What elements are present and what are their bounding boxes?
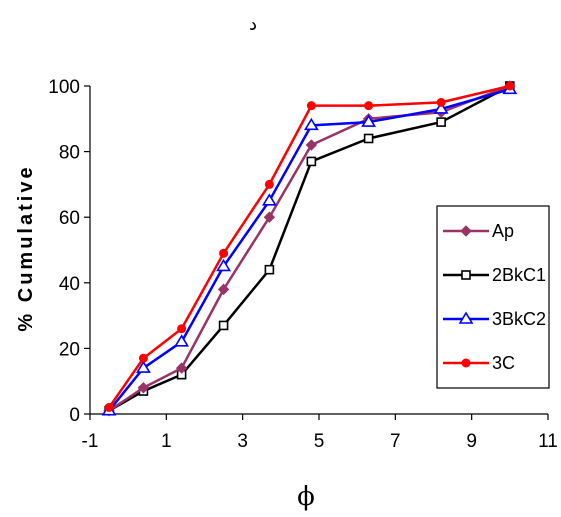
legend-box — [436, 205, 550, 389]
data-point — [305, 139, 318, 151]
y-tick-label: 0 — [69, 405, 80, 426]
legend-label: 2BkC1 — [492, 265, 546, 285]
data-point — [137, 382, 150, 394]
data-point — [219, 248, 229, 258]
data-point — [177, 324, 187, 334]
y-tick-label: 60 — [59, 208, 80, 229]
data-point — [218, 320, 229, 331]
y-tick-label: 80 — [59, 143, 80, 164]
legend-marker — [461, 358, 471, 368]
legend-label: 3BkC2 — [492, 309, 546, 329]
chart-title: د — [249, 14, 257, 35]
legend-marker — [461, 270, 471, 280]
data-point — [264, 179, 274, 189]
data-point — [433, 101, 449, 114]
x-tick-label: 3 — [237, 431, 248, 452]
legend-item: 3BkC2 — [443, 309, 546, 329]
x-tick-label: 1 — [161, 431, 172, 452]
data-point — [136, 360, 151, 373]
legend-item: Ap — [443, 221, 514, 241]
data-point — [104, 402, 114, 412]
series-3c — [104, 81, 515, 412]
data-point — [217, 283, 230, 296]
data-point — [364, 101, 374, 111]
y-tick-label: 40 — [59, 274, 80, 295]
legend-marker — [460, 225, 472, 237]
x-tick-label: -1 — [82, 431, 99, 452]
data-point — [175, 362, 188, 374]
data-point — [306, 101, 316, 111]
legend-marker — [458, 311, 474, 324]
data-point — [361, 114, 377, 127]
data-point — [174, 334, 190, 347]
data-point — [436, 117, 446, 127]
data-point — [505, 81, 515, 91]
data-point — [263, 211, 276, 223]
y-axis-label: % Cumulative — [15, 164, 37, 331]
data-point — [306, 156, 317, 167]
y-tick-label: 20 — [59, 339, 80, 360]
y-tick-label: 100 — [48, 77, 80, 98]
data-point — [303, 117, 319, 131]
y-axis: 0 20 40 60 80 100 — [48, 77, 91, 426]
data-point — [261, 193, 277, 206]
x-tick-label: 11 — [538, 431, 558, 452]
data-point — [363, 133, 374, 144]
data-point — [216, 258, 231, 272]
legend-label: Ap — [492, 221, 514, 241]
series-group — [101, 80, 518, 417]
data-point — [436, 97, 446, 107]
legend-item: 2BkC1 — [443, 265, 546, 285]
x-tick-label: 7 — [390, 431, 401, 452]
legend-item: 3C — [443, 353, 515, 373]
x-axis-label: ϕ — [297, 482, 315, 512]
x-tick-label: 5 — [314, 431, 325, 452]
legend: Ap 2BkC1 3BkC2 3C — [436, 205, 550, 389]
data-point — [264, 264, 275, 275]
data-point — [138, 353, 148, 363]
legend-label: 3C — [492, 353, 515, 373]
series-3bkc2 — [101, 81, 518, 416]
x-tick-label: 9 — [466, 431, 477, 452]
x-axis: -1 1 3 5 7 9 11 — [82, 413, 558, 452]
